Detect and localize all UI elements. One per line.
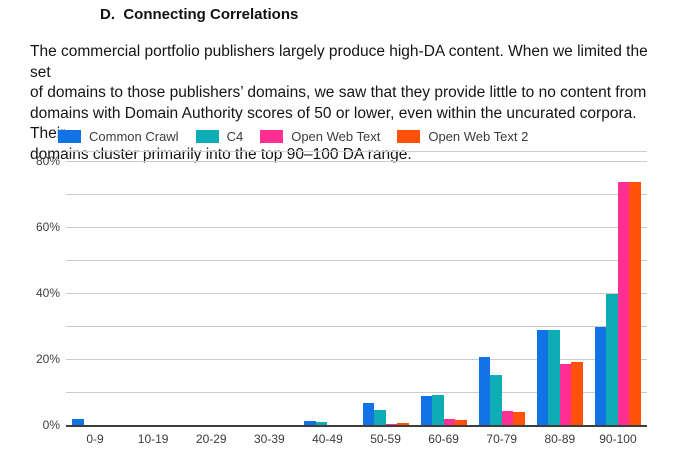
body-paragraph: The commercial portfolio publishers larg… (30, 43, 648, 163)
x-axis-tick-label: 90-100 (599, 432, 637, 446)
bar-c4 (315, 422, 328, 426)
gridline (66, 227, 647, 228)
bar-open-web-text (385, 423, 398, 426)
bar-c4 (374, 409, 386, 426)
bar-open-web-text-2 (397, 423, 409, 426)
legend-item: Open Web Text (260, 129, 380, 144)
x-axis-tick-label: 20-29 (195, 432, 227, 446)
x-axis-tick-label: 40-49 (312, 432, 343, 446)
bar-group (304, 152, 351, 426)
bar-open-web-text-2 (455, 419, 467, 426)
gridline (66, 194, 647, 195)
chart-plot-area (66, 151, 647, 427)
bar-common-crawl (362, 402, 375, 426)
gridline (66, 293, 647, 294)
legend-swatch-icon (58, 130, 81, 143)
y-axis-tick-label: 20% (35, 352, 60, 366)
y-axis-tick-label: 80% (35, 154, 60, 168)
bar-common-crawl (536, 330, 549, 426)
x-axis-tick-label: 10-19 (137, 432, 169, 446)
bar-group (478, 152, 525, 426)
y-axis-tick-label: 0% (42, 418, 60, 432)
gridline (66, 359, 647, 360)
gridline (66, 260, 647, 261)
x-axis-tick-label: 80-89 (544, 432, 576, 446)
bar-common-crawl (304, 420, 316, 426)
bar-group (130, 152, 177, 426)
legend-swatch-icon (260, 130, 284, 143)
gridline (66, 392, 647, 393)
chart-legend: Common Crawl C4 Open Web Text Open Web Text… (58, 129, 528, 144)
legend-item: Common Crawl (58, 129, 179, 144)
bar-common-crawl (478, 356, 491, 426)
legend-label: Open Web Text 2 (428, 129, 529, 144)
legend-item: Open Web Text 2 (397, 129, 528, 144)
bar-common-crawl (420, 395, 433, 426)
bar-group (246, 152, 293, 426)
x-axis-tick-label: 30-39 (253, 432, 285, 446)
bar-open-web-text (501, 410, 514, 426)
y-axis-tick-label: 40% (35, 286, 60, 300)
y-axis-tick-label: 60% (35, 220, 60, 234)
bar-open-web-text (617, 181, 630, 426)
bar-group (420, 152, 467, 426)
gridline (66, 161, 647, 162)
legend-label: Open Web Text (291, 129, 381, 144)
bar-open-web-text-2 (571, 361, 583, 426)
legend-label: Common Crawl (89, 129, 179, 144)
bar-open-web-text-2 (629, 181, 641, 426)
bar-open-web-text-2 (513, 411, 525, 426)
gridline (66, 326, 647, 327)
bar-group (594, 152, 641, 426)
x-axis-tick-label: 60-69 (428, 432, 459, 446)
legend-swatch-icon (397, 130, 421, 143)
bar-open-web-text (559, 363, 572, 426)
x-axis-tick-label: 0-9 (86, 432, 104, 446)
bar-common-crawl (594, 327, 607, 426)
x-axis-tick-label: 50-59 (370, 432, 401, 446)
bar-common-crawl (72, 419, 84, 426)
bar-group (72, 152, 119, 426)
bar-c4 (606, 294, 618, 426)
bar-group (536, 152, 583, 426)
section-heading: D. Connecting Correlations (100, 6, 299, 23)
legend-swatch-icon (195, 130, 219, 143)
x-axis-tick-label: 70-79 (486, 432, 518, 446)
x-axis-line (66, 425, 647, 427)
legend-item: C4 (195, 129, 244, 144)
legend-label: C4 (226, 129, 244, 144)
bar-c4 (548, 330, 560, 426)
bar-group (362, 152, 409, 426)
bar-group (188, 152, 235, 426)
bar-open-web-text (443, 419, 456, 426)
bar-c4 (432, 395, 444, 426)
bar-c4 (490, 374, 502, 426)
